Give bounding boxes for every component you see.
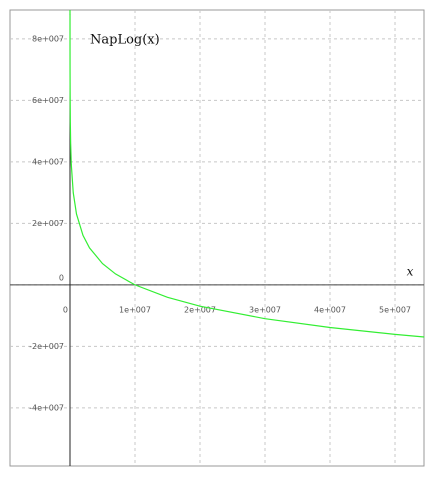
y-tick-label: 2e+007 <box>32 219 64 228</box>
x-tick-label: 1e+007 <box>119 305 151 314</box>
x-tick-label: 0 <box>63 305 68 314</box>
y-tick-label: -4e+007 <box>29 403 64 412</box>
x-tick-label: 2e+007 <box>184 305 216 314</box>
y-tick-label: 0 <box>59 273 64 282</box>
x-tick-label: 4e+007 <box>314 305 346 314</box>
x-axis-label: x <box>407 265 414 279</box>
y-tick-label: -2e+007 <box>29 342 64 351</box>
x-tick-label: 5e+007 <box>379 305 411 314</box>
chart-title: NapLog(x) <box>90 33 160 48</box>
y-tick-label: 8e+007 <box>32 34 64 43</box>
plot-frame <box>9 9 425 467</box>
x-tick-label: 3e+007 <box>249 305 281 314</box>
y-tick-label: 4e+007 <box>32 157 64 166</box>
y-tick-label: 6e+007 <box>32 96 64 105</box>
series-line <box>69 14 425 338</box>
